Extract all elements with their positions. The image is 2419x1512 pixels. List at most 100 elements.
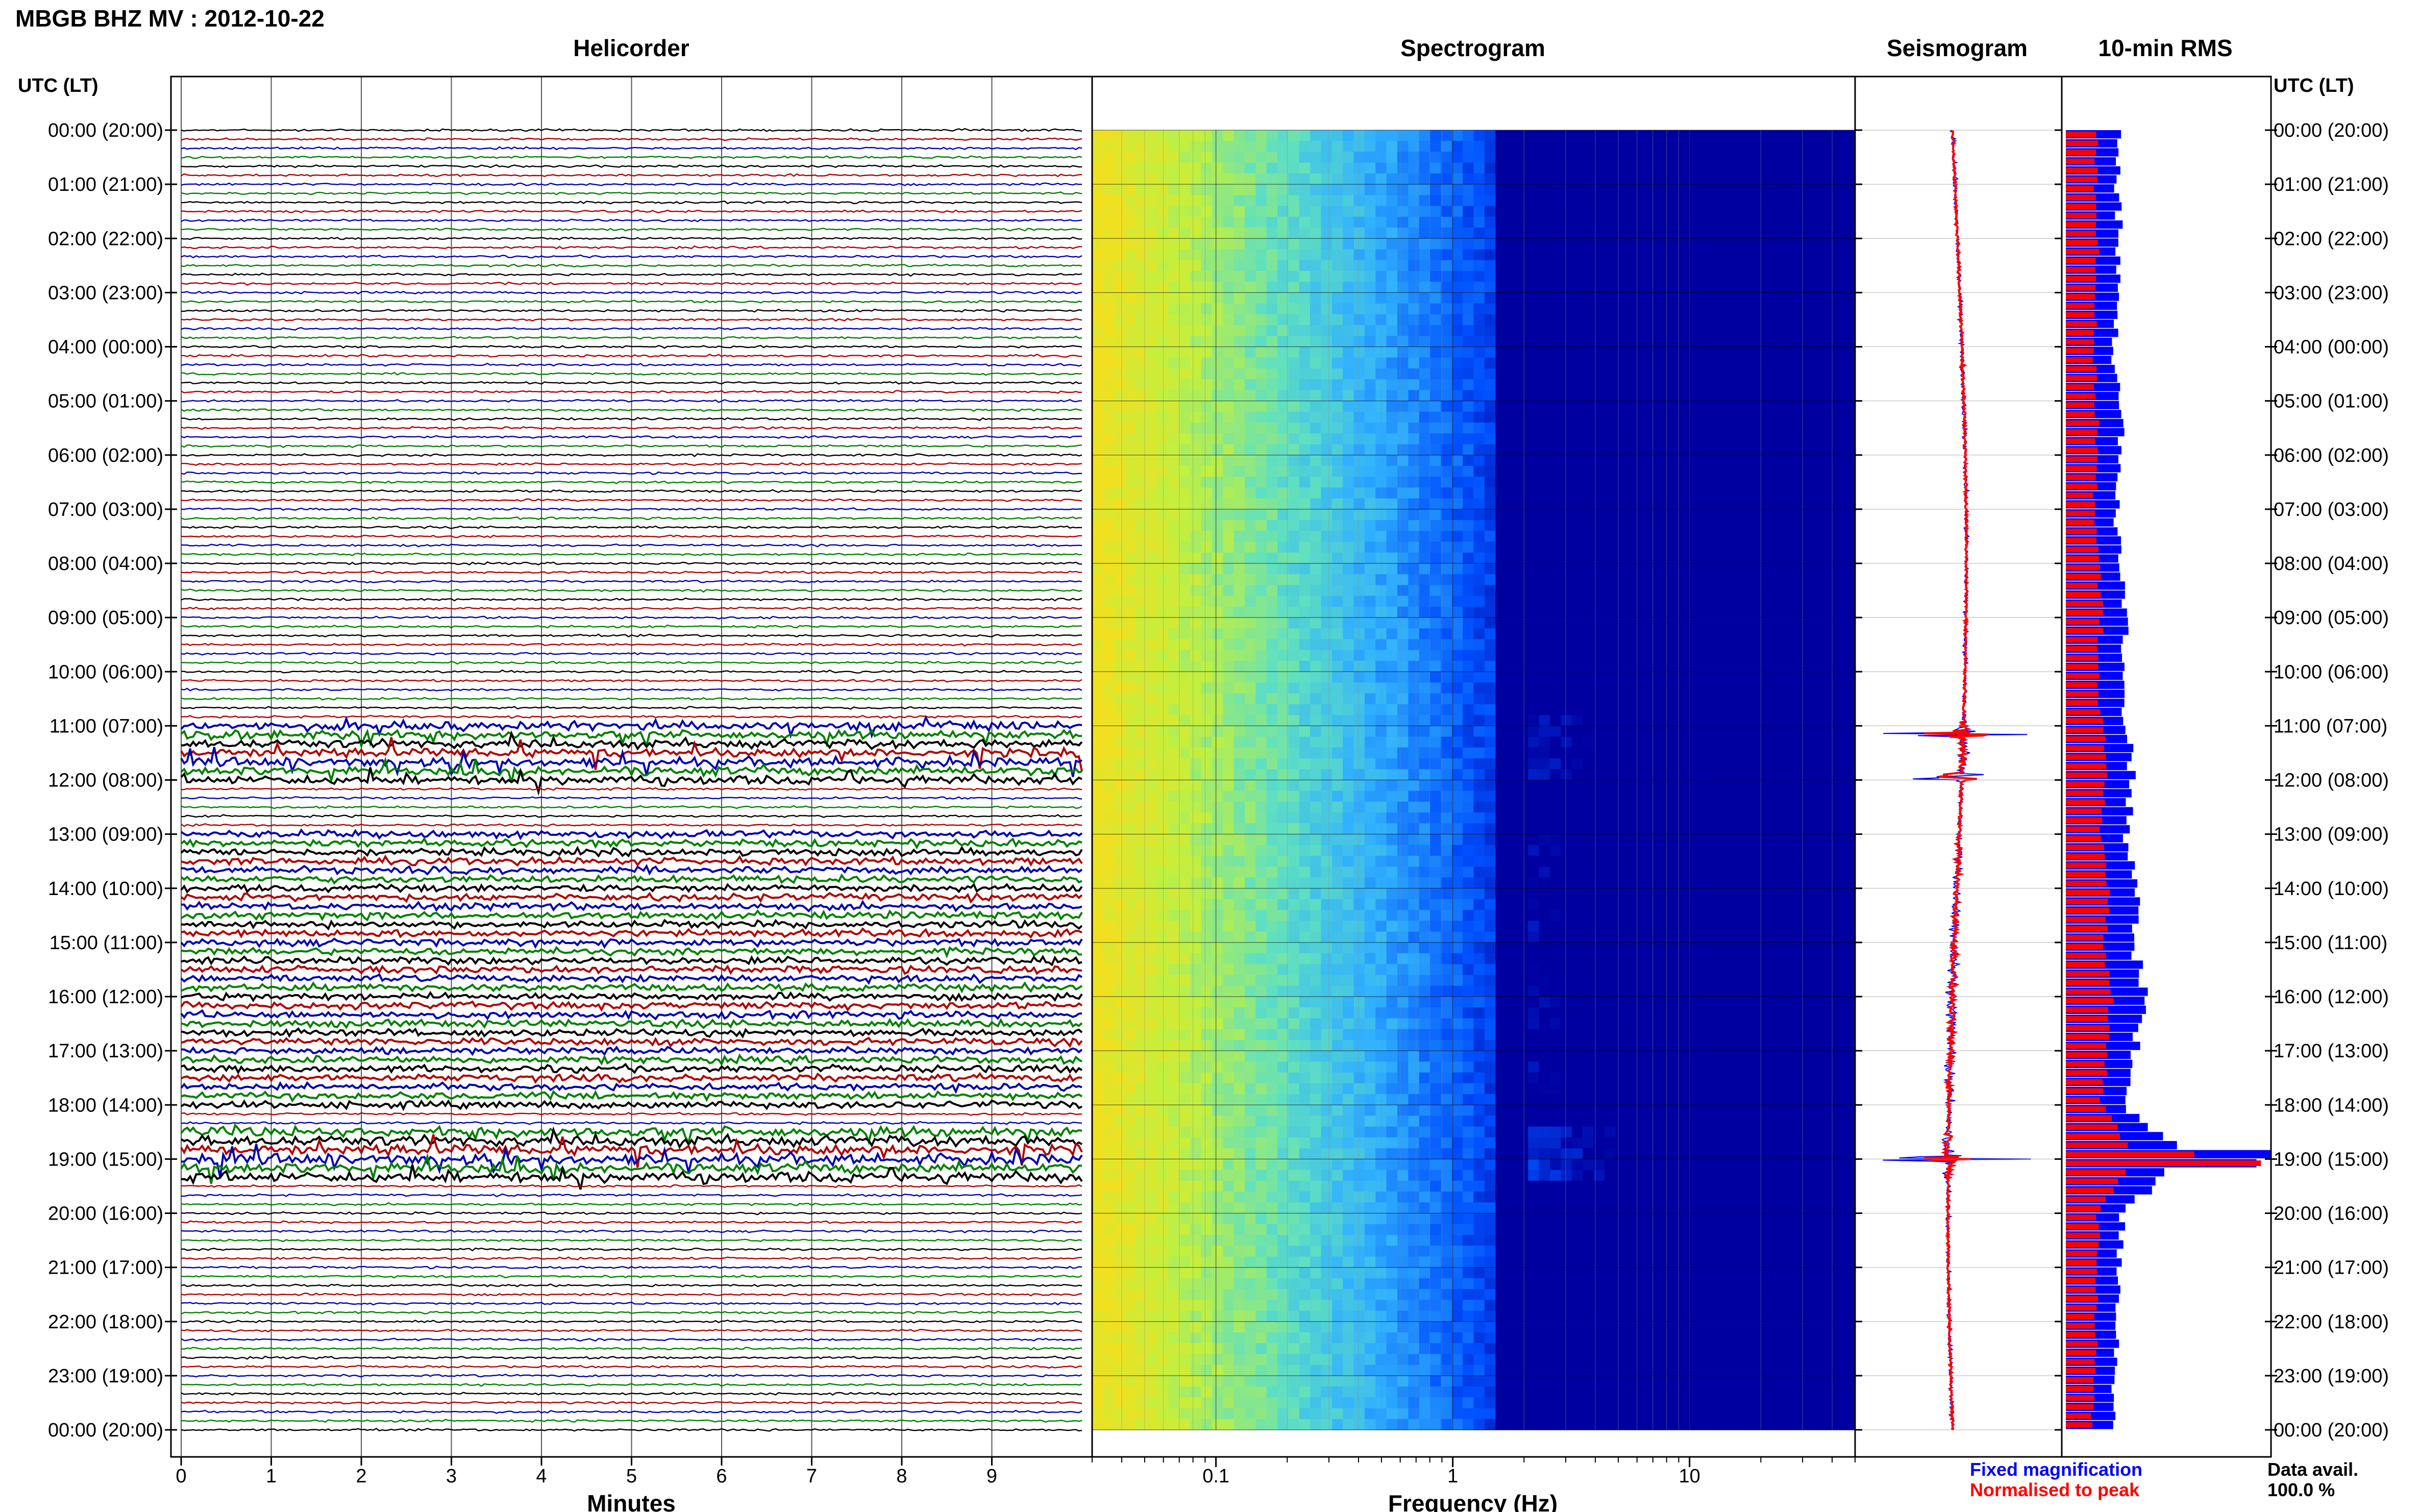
spectrogram-cell <box>1103 325 1115 336</box>
spectrogram-cell <box>1713 780 1725 791</box>
spectrogram-cell <box>1681 661 1692 672</box>
spectrogram-cell <box>1757 682 1768 694</box>
spectrogram-cell <box>1430 650 1442 661</box>
spectrogram-cell <box>1299 444 1311 456</box>
spectrogram-cell <box>1473 866 1485 878</box>
spectrogram-cell <box>1136 282 1147 293</box>
spectrogram-cell <box>1789 736 1801 748</box>
spectrogram-cell <box>1114 336 1125 348</box>
spectrogram-cell <box>1495 282 1507 293</box>
spectrogram-cell <box>1506 856 1518 867</box>
spectrogram-cell <box>1484 325 1496 336</box>
spectrogram-cell <box>1233 769 1245 781</box>
spectrogram-cell <box>1430 639 1442 651</box>
spectrogram-cell <box>1430 325 1442 336</box>
spectrogram-cell <box>1310 184 1322 195</box>
spectrogram-cell <box>1811 747 1823 759</box>
spectrogram-cell <box>1386 596 1398 607</box>
spectrogram-cell <box>1583 541 1594 553</box>
spectrogram-cell <box>1157 195 1169 207</box>
spectrogram-cell <box>1648 487 1660 499</box>
spectrogram-cell <box>1114 704 1125 715</box>
spectrogram-cell <box>1615 336 1627 348</box>
spectrogram-cell <box>1811 769 1823 781</box>
spectrogram-cell <box>1702 531 1714 542</box>
spectrogram-cell <box>1789 585 1801 597</box>
spectrogram-cell <box>1146 802 1158 813</box>
spectrogram-cell <box>1277 195 1289 207</box>
spectrogram-cell <box>1550 552 1561 564</box>
spectrogram-cell <box>1495 303 1507 315</box>
spectrogram-cell <box>1146 216 1158 228</box>
spectrogram-cell <box>1789 141 1801 152</box>
spectrogram-cell <box>1768 466 1780 477</box>
spectrogram-cell <box>1114 693 1125 705</box>
spectrogram-cell <box>1833 520 1845 531</box>
spectrogram-cell <box>1779 184 1790 195</box>
spectrogram-cell <box>1517 390 1528 402</box>
spectrogram-cell <box>1495 466 1507 477</box>
spectrogram-cell <box>1583 769 1594 781</box>
spectrogram-cell <box>1441 423 1452 434</box>
spectrogram-cell <box>1451 401 1463 412</box>
spectrogram-cell <box>1659 704 1670 715</box>
spectrogram-cell <box>1364 292 1376 304</box>
spectrogram-cell <box>1364 390 1376 402</box>
spectrogram-cell <box>1343 715 1354 726</box>
spectrogram-cell <box>1212 726 1223 737</box>
spectrogram-cell <box>1343 368 1354 380</box>
spectrogram-cell <box>1201 282 1213 293</box>
spectrogram-cell <box>1604 606 1616 618</box>
spectrogram-cell <box>1626 270 1638 282</box>
spectrogram-cell <box>1114 823 1125 835</box>
spectrogram-cell <box>1201 541 1213 553</box>
spectrogram-cell <box>1353 672 1365 683</box>
spectrogram-cell <box>1288 790 1300 802</box>
spectrogram-cell <box>1550 130 1561 141</box>
spectrogram-cell <box>1419 574 1430 585</box>
spectrogram-cell <box>1364 270 1376 282</box>
helicorder-trace <box>180 1053 1082 1067</box>
spectrogram-cell <box>1811 162 1823 174</box>
spectrogram-cell <box>1757 368 1768 380</box>
spectrogram-cell <box>1637 541 1648 553</box>
spectrogram-cell <box>1495 845 1507 856</box>
spectrogram-cell <box>1779 606 1790 618</box>
spectrogram-cell <box>1561 693 1572 705</box>
spectrogram-cell <box>1561 509 1572 520</box>
spectrogram-cell <box>1451 672 1463 683</box>
spectrogram-cell <box>1343 466 1354 477</box>
spectrogram-cell <box>1245 206 1256 217</box>
spectrogram-cell <box>1768 834 1780 846</box>
spectrogram-cell <box>1550 758 1561 770</box>
spectrogram-cell <box>1201 531 1213 542</box>
spectrogram-cell <box>1255 758 1267 770</box>
spectrogram-cell <box>1724 357 1736 369</box>
spectrogram-cell <box>1245 477 1256 488</box>
spectrogram-cell <box>1288 574 1300 585</box>
spectrogram-cell <box>1364 736 1376 748</box>
spectrogram-cell <box>1844 866 1856 878</box>
spectrogram-cell <box>1528 704 1540 715</box>
spectrogram-cell <box>1702 802 1714 813</box>
spectrogram-cell <box>1779 693 1790 705</box>
spectrogram-cell <box>1288 541 1300 553</box>
spectrogram-cell <box>1092 661 1103 672</box>
spectrogram-cell <box>1473 736 1485 748</box>
spectrogram-cell <box>1364 152 1376 163</box>
spectrogram-cell <box>1441 292 1452 304</box>
spectrogram-cell <box>1713 531 1725 542</box>
spectrogram-cell <box>1179 747 1191 759</box>
spectrogram-cell <box>1822 639 1834 651</box>
spectrogram-cell <box>1331 238 1343 250</box>
spectrogram-cell <box>1201 747 1213 759</box>
spectrogram-cell <box>1506 379 1518 390</box>
spectrogram-cell <box>1583 141 1594 152</box>
spectrogram-cell <box>1768 780 1780 791</box>
spectrogram-cell <box>1702 520 1714 531</box>
spectrogram-cell <box>1735 563 1747 575</box>
spectrogram-cell <box>1331 206 1343 217</box>
spectrogram-cell <box>1419 758 1430 770</box>
spectrogram-cell <box>1201 628 1213 640</box>
spectrogram-cell <box>1419 357 1430 369</box>
